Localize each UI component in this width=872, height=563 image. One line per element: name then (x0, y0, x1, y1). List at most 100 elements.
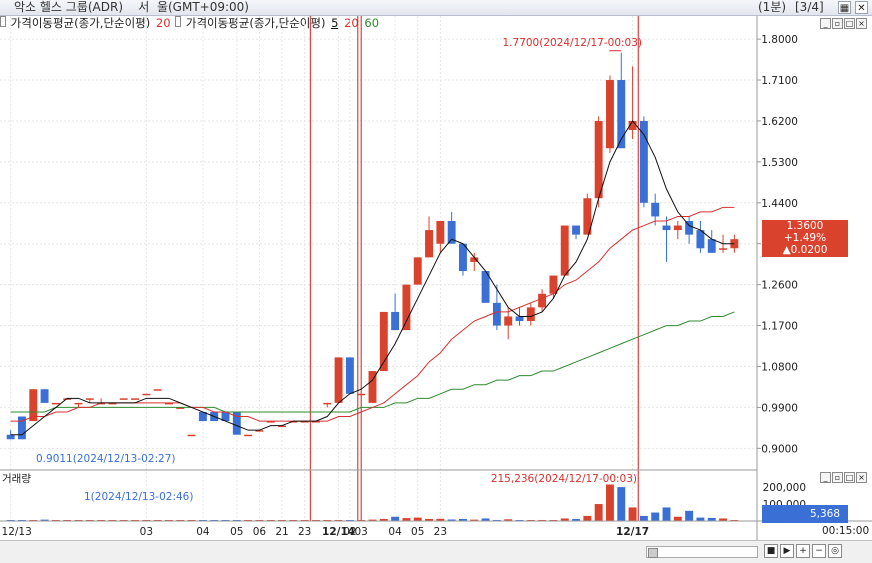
y-tick-label: 1.1700 (761, 321, 798, 333)
vol-panel-minimize-icon[interactable]: _ (820, 472, 831, 483)
candle-body (6, 434, 15, 440)
x-tick-label: 02 (343, 526, 356, 538)
volume-min-annotation: 1(2024/12/13-02:46) (84, 491, 193, 503)
zoom-fit-icon[interactable]: ◎ (828, 544, 842, 558)
close-icon[interactable]: ✕ (855, 1, 868, 14)
panel-restore-icon[interactable]: ▫ (832, 18, 843, 29)
ma1-period: 20 (155, 16, 171, 30)
candle-body (492, 302, 501, 326)
candle-body (29, 389, 38, 422)
y-tick-label: 1.8000 (761, 34, 798, 46)
candle-body (470, 257, 479, 262)
volume-tick-label: 200,000 (763, 482, 806, 494)
candle-body (391, 311, 400, 331)
ma1-label: 가격이동평균(종가,단순이평) (10, 16, 151, 30)
volume-bar (481, 518, 490, 521)
x-tick-label: 05 (411, 526, 424, 538)
volume-bar (425, 518, 433, 521)
candle-body (402, 284, 411, 331)
volume-bar (583, 515, 592, 521)
vol-panel-restore-icon[interactable]: ▫ (832, 472, 843, 483)
candle-body (334, 357, 343, 403)
candle-body (345, 357, 354, 394)
x-tick-label: 03 (355, 526, 368, 538)
scrollbar-track[interactable] (646, 546, 758, 558)
panel-minimize-icon[interactable]: _ (820, 18, 831, 29)
candle-body (357, 393, 366, 396)
volume-bar (662, 507, 671, 521)
zoom-in-icon[interactable]: + (796, 544, 810, 558)
candle-body (131, 398, 139, 400)
candle-body (549, 275, 558, 294)
candle-body (165, 402, 173, 405)
y-tick-label: 0.9000 (761, 443, 798, 455)
candle-body (628, 120, 637, 131)
candle-body (481, 271, 490, 303)
volume-bar (594, 504, 603, 521)
ma2-period-60: 60 (364, 16, 380, 30)
candle-body (425, 230, 433, 258)
volume-bar (628, 507, 637, 521)
candle-body (221, 411, 230, 422)
candle-body (594, 120, 603, 199)
price-max-annotation: 1.7700(2024/12/17-00:03) (503, 37, 643, 49)
title-bar: 악소 헬스 그룹(ADR) 서 울(GMT+09:00) (1분) [3/4] … (0, 0, 872, 16)
grid-icon[interactable]: ▦ (838, 1, 851, 14)
vol-panel-maximize-icon[interactable]: □ (844, 472, 855, 483)
x-tick-label: 23 (298, 526, 311, 538)
legend-icon (0, 16, 6, 27)
candle-body (572, 225, 580, 235)
scrollbar-thumb[interactable] (648, 548, 658, 558)
candle-body (583, 198, 592, 235)
volume-bar (492, 519, 501, 521)
candle-body (368, 371, 377, 403)
x-tick-label: 05 (230, 526, 243, 538)
panel-close-icon[interactable]: × (856, 18, 867, 29)
x-tick-label: 06 (253, 526, 267, 538)
volume-bar (685, 510, 694, 521)
interval-label[interactable]: (1분) (758, 0, 787, 14)
candle-body (85, 398, 94, 400)
candle-body (187, 434, 196, 437)
volume-bar (639, 515, 648, 521)
volume-bar (40, 519, 49, 521)
volume-bar (651, 512, 660, 521)
candle-body (198, 411, 207, 422)
y-tick-label: 1.6200 (761, 116, 798, 128)
volume-bar (459, 518, 467, 521)
zoom-out-icon[interactable]: − (812, 544, 826, 558)
x-tick-label: 12/17 (616, 526, 649, 538)
candle-body (40, 389, 49, 403)
page-indicator[interactable]: [3/4] (795, 0, 824, 14)
x-tick-label: 04 (388, 526, 402, 538)
play-icon[interactable]: ▶ (780, 544, 794, 558)
candle-body (719, 248, 727, 250)
volume-bar (436, 518, 445, 521)
candle-body (606, 80, 614, 149)
volume-max-annotation: 215,236(2024/12/17-00:03) (491, 473, 637, 485)
candle-body (515, 316, 524, 322)
stop-icon[interactable]: ■ (764, 544, 778, 558)
candle-body (639, 120, 648, 203)
candle-body (312, 421, 320, 423)
candle-body (266, 421, 275, 423)
volume-bar (538, 519, 547, 521)
legend-icon (175, 16, 182, 27)
current-volume-badge: 5,368 (762, 505, 848, 523)
candle-body (300, 421, 309, 423)
panel-maximize-icon[interactable]: □ (844, 18, 855, 29)
change-absolute: ▲0.0200 (782, 244, 828, 256)
candle-body (18, 416, 26, 440)
x-tick-label: 12/13 (2, 526, 32, 538)
bottom-toolbar: ■ ▶ + − ◎ 00:15:00 (0, 525, 872, 563)
x-tick-label: 12/14 (322, 526, 355, 538)
volume-bar (560, 518, 569, 521)
volume-bar (470, 519, 479, 521)
ma-legend: 가격이동평균(종가,단순이평) 20 가격이동평균(종가,단순이평) 5 20 … (0, 16, 379, 30)
candle-body (119, 398, 128, 400)
candle-body (730, 239, 739, 249)
price-volume-chart[interactable]: 1.80001.71001.62001.53001.44001.35001.26… (0, 0, 872, 540)
candle-body (617, 80, 626, 149)
candle-body (278, 425, 286, 428)
vol-panel-close-icon[interactable]: × (856, 472, 867, 483)
